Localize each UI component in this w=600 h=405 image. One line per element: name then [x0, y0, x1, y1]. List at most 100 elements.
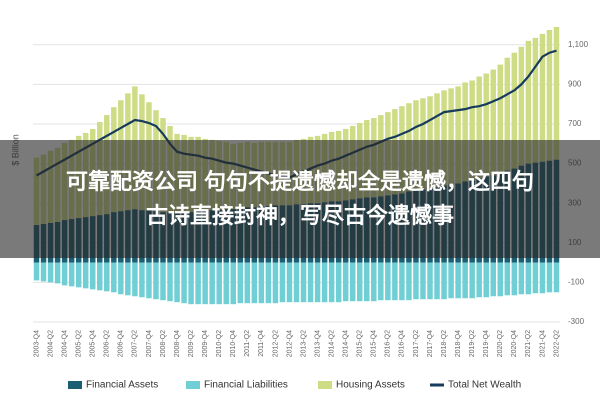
bar	[546, 262, 553, 293]
bar	[216, 262, 222, 305]
bar	[462, 82, 468, 182]
legend-label: Total Net Wealth	[448, 380, 521, 391]
bar	[293, 262, 300, 303]
x-tick-label: 2011-Q2	[244, 330, 251, 357]
bar	[504, 262, 511, 296]
overlay-text: 可靠配资公司 句句不提遗憾却全是遗憾，这四句	[66, 169, 534, 194]
bar	[349, 262, 356, 302]
bar	[279, 262, 286, 303]
x-tick-label: 2007-Q2	[132, 330, 139, 357]
bar	[321, 262, 328, 303]
bar	[146, 262, 152, 299]
bar	[244, 262, 251, 304]
bar	[476, 262, 482, 298]
bar	[553, 262, 560, 293]
bar	[413, 262, 419, 300]
bar	[490, 262, 496, 297]
x-tick-label: 2017-Q4	[427, 330, 434, 357]
bar	[237, 262, 244, 304]
x-tick-label: 2007-Q4	[146, 330, 153, 357]
bar	[314, 262, 321, 303]
bar	[427, 262, 433, 300]
bar	[455, 262, 461, 299]
x-tick-label: 2022-Q2	[553, 330, 560, 357]
bar	[511, 262, 518, 296]
bar	[371, 262, 377, 302]
bar	[525, 40, 532, 164]
x-tick-label: 2018-Q2	[441, 330, 448, 357]
bar	[195, 262, 201, 305]
bar	[490, 69, 496, 176]
x-tick-label: 2003-Q4	[33, 330, 40, 357]
bar	[448, 262, 454, 299]
bar	[504, 57, 511, 171]
bar	[553, 26, 560, 160]
bar	[448, 88, 454, 185]
bar	[497, 262, 504, 297]
bar	[434, 262, 440, 300]
bar	[307, 262, 314, 303]
x-tick-label: 2004-Q4	[61, 330, 68, 357]
x-tick-label: 2012-Q4	[286, 330, 293, 357]
bar	[539, 33, 546, 162]
bar	[167, 262, 173, 302]
legend-marker	[68, 381, 82, 389]
y-tick-label: -100	[568, 278, 585, 287]
bar	[202, 262, 208, 305]
x-tick-label: 2012-Q2	[272, 330, 279, 357]
bar	[223, 262, 229, 305]
x-tick-label: 2021-Q4	[539, 330, 546, 357]
x-tick-label: 2011-Q4	[258, 330, 265, 357]
x-tick-label: 2021-Q2	[525, 330, 532, 357]
bar	[518, 262, 525, 295]
x-tick-label: 2005-Q2	[76, 330, 83, 357]
bar	[265, 262, 272, 304]
bar	[420, 262, 426, 300]
bar	[209, 262, 215, 305]
x-tick-label: 2009-Q4	[202, 330, 209, 357]
x-tick-label: 2010-Q2	[216, 330, 223, 357]
bar	[546, 29, 553, 161]
bar	[392, 262, 398, 301]
bar	[539, 262, 546, 294]
bar	[532, 262, 539, 294]
bar	[342, 262, 349, 302]
overlay-text: 古诗直接封神，写尽古今遗憾事	[146, 203, 454, 228]
bar	[139, 262, 145, 298]
x-tick-label: 2014-Q4	[343, 330, 350, 357]
bar	[258, 262, 265, 304]
bar	[89, 262, 96, 290]
x-tick-label: 2016-Q2	[385, 330, 392, 357]
bar	[75, 262, 82, 288]
x-tick-label: 2014-Q2	[328, 330, 335, 357]
bar	[68, 262, 75, 287]
x-tick-label: 2008-Q2	[160, 330, 167, 357]
bar	[462, 262, 468, 299]
bar	[399, 262, 405, 301]
bar	[230, 262, 237, 305]
bar	[525, 262, 532, 295]
bar	[328, 262, 335, 303]
bar	[251, 262, 258, 304]
bar	[132, 262, 138, 297]
y-tick-label: 900	[568, 80, 582, 89]
legend-label: Financial Assets	[86, 380, 158, 391]
bar	[174, 262, 180, 303]
bar	[125, 262, 131, 296]
x-tick-label: 2013-Q4	[314, 330, 321, 357]
bar	[111, 262, 117, 293]
x-tick-label: 2020-Q4	[511, 330, 518, 357]
x-tick-label: 2019-Q4	[483, 330, 490, 357]
x-tick-label: 2004-Q2	[47, 330, 54, 357]
legend-marker	[318, 381, 332, 389]
bar	[272, 262, 279, 304]
x-tick-label: 2015-Q2	[357, 330, 364, 357]
legend-label: Financial Liabilities	[204, 380, 288, 391]
x-tick-label: 2017-Q2	[413, 330, 420, 357]
bar	[33, 262, 40, 281]
bar	[118, 262, 124, 295]
bar	[356, 262, 363, 302]
bar	[441, 262, 447, 300]
bar	[378, 262, 384, 301]
